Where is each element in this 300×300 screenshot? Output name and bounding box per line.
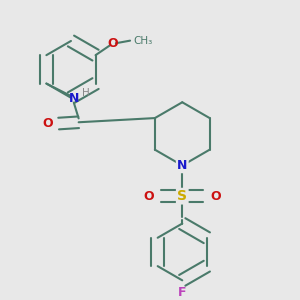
Text: O: O bbox=[107, 38, 118, 50]
Text: N: N bbox=[177, 159, 188, 172]
Text: N: N bbox=[69, 92, 79, 105]
Text: F: F bbox=[178, 286, 187, 299]
Text: CH₃: CH₃ bbox=[133, 36, 152, 46]
Text: S: S bbox=[177, 189, 187, 203]
Text: O: O bbox=[210, 190, 221, 202]
Text: H: H bbox=[82, 88, 90, 98]
Text: O: O bbox=[43, 117, 53, 130]
Text: O: O bbox=[144, 190, 154, 202]
